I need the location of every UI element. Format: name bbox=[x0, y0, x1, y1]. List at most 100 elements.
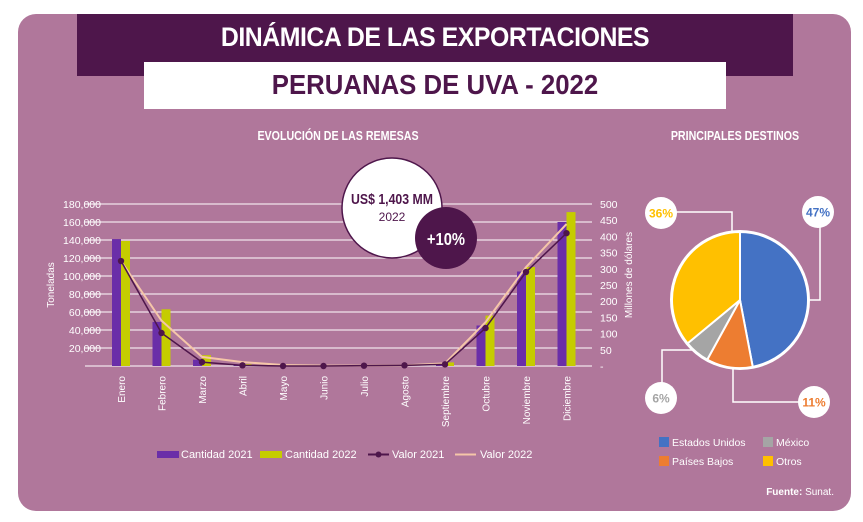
bar-cantidad-2022 bbox=[121, 240, 130, 366]
line-valor-2021 bbox=[120, 232, 568, 367]
point-valor-2021 bbox=[401, 362, 408, 369]
bar-cantidad-2022 bbox=[445, 362, 454, 366]
y-tick-label: 20,000 bbox=[69, 343, 101, 355]
pie-legend-label-otros: Otros bbox=[776, 456, 802, 468]
pie-label-bubble-méxico bbox=[645, 382, 677, 414]
bar-cantidad-2021 bbox=[112, 239, 121, 366]
pie-label-bubble-estados-unidos bbox=[802, 196, 834, 228]
pie-label-méxico: 6% bbox=[652, 392, 670, 406]
x-tick-label: Abril bbox=[239, 376, 250, 396]
subtitle-box bbox=[144, 62, 726, 109]
bar-cantidad-2022 bbox=[161, 309, 171, 366]
connector-mexico bbox=[661, 349, 693, 396]
x-tick-label: Julio bbox=[360, 376, 371, 397]
legend-label-cantidad-2022: Cantidad 2022 bbox=[285, 449, 357, 461]
pie-label-bubble-otros bbox=[645, 197, 677, 229]
point-valor-2021 bbox=[563, 229, 570, 237]
pie-legend-swatch-mexico bbox=[763, 437, 773, 447]
point-valor-2021 bbox=[279, 362, 287, 370]
legend-swatch-cantidad-2021 bbox=[157, 451, 179, 458]
total-value-year: 2022 bbox=[379, 210, 406, 224]
page-title: DINÁMICA DE LAS EXPORTACIONES bbox=[220, 22, 650, 52]
pie-slice-estados-unidos bbox=[739, 230, 810, 368]
x-tick-label: Febrero bbox=[158, 376, 169, 411]
bar-cantidad-2022 bbox=[485, 315, 495, 366]
legend-marker-valor-2021 bbox=[375, 451, 382, 458]
bar-cantidad-2022 bbox=[526, 267, 535, 366]
y2-tick-label: 50 bbox=[600, 345, 612, 357]
connector-otros bbox=[661, 211, 733, 232]
pie-legend-swatch-estados-unidos bbox=[659, 437, 669, 447]
source-note: Fuente: Sunat. bbox=[766, 487, 834, 498]
total-value-amount: US$ 1,403 MM bbox=[351, 191, 433, 207]
y2-tick-label: 450 bbox=[600, 215, 618, 227]
y2-tick-label: 500 bbox=[600, 199, 618, 211]
y2-tick-label: - bbox=[600, 361, 604, 373]
point-valor-2021 bbox=[117, 257, 125, 265]
legend-label-valor-2021: Valor 2021 bbox=[392, 449, 444, 461]
y2-tick-label: 300 bbox=[600, 264, 618, 276]
y2-tick-label: 250 bbox=[600, 280, 618, 292]
pie-legend-swatch-paises-bajos bbox=[659, 456, 669, 466]
y2-axis-label: Millones de dólares bbox=[624, 232, 635, 318]
x-tick-label: Diciembre bbox=[563, 376, 574, 421]
bar-cantidad-2021 bbox=[193, 359, 202, 366]
growth-value: +10% bbox=[427, 230, 465, 250]
bar-cantidad-2021 bbox=[476, 325, 486, 366]
pie-legend-label-paises-bajos: Países Bajos bbox=[672, 456, 733, 468]
bar-chart-title: EVOLUCIÓN DE LAS REMESAS bbox=[257, 128, 419, 143]
bar-cantidad-2022 bbox=[566, 212, 576, 366]
y-tick-label: 100,000 bbox=[63, 271, 101, 283]
source-value: Sunat. bbox=[805, 487, 834, 498]
y-tick-label: 80,000 bbox=[69, 289, 101, 301]
pie-label-estados-unidos: 47% bbox=[806, 206, 830, 220]
point-valor-2021 bbox=[158, 329, 165, 337]
y-tick-label: 160,000 bbox=[63, 217, 101, 229]
y-axis-label: Toneladas bbox=[46, 262, 57, 308]
legend-label-valor-2022: Valor 2022 bbox=[480, 449, 532, 461]
y-tick-label: 40,000 bbox=[69, 325, 101, 337]
connector-paises-bajos bbox=[732, 366, 812, 403]
y-tick-label: 180,000 bbox=[63, 199, 101, 211]
point-valor-2021 bbox=[320, 362, 327, 370]
x-tick-label: Septiembre bbox=[441, 376, 452, 428]
point-valor-2021 bbox=[239, 362, 246, 369]
bar-cantidad-2021 bbox=[557, 222, 567, 366]
pie-legend-label-estados-unidos: Estados Unidos bbox=[672, 437, 746, 449]
y2-tick-label: 400 bbox=[600, 231, 618, 243]
x-tick-label: Mayo bbox=[279, 376, 290, 401]
bar-cantidad-2021 bbox=[152, 321, 162, 366]
point-valor-2021 bbox=[441, 361, 449, 368]
x-tick-label: Junio bbox=[320, 376, 331, 400]
pie-chart-title: PRINCIPALES DESTINOS bbox=[670, 128, 800, 143]
y2-tick-label: 100 bbox=[600, 329, 618, 341]
pie-legend-label-mexico: México bbox=[776, 437, 809, 449]
x-tick-label: Octubre bbox=[482, 376, 493, 412]
y-tick-label: 60,000 bbox=[69, 307, 101, 319]
connector-estados-unidos bbox=[808, 212, 821, 301]
point-valor-2021 bbox=[522, 268, 530, 276]
bar-cantidad-2021 bbox=[436, 365, 445, 366]
point-valor-2021 bbox=[360, 362, 368, 369]
growth-circle bbox=[415, 207, 477, 269]
pie-slice-otros bbox=[671, 230, 741, 345]
pie-label-otros: 36% bbox=[649, 207, 673, 221]
legend-swatch-cantidad-2022 bbox=[260, 451, 282, 458]
y2-tick-label: 350 bbox=[600, 248, 618, 260]
point-valor-2021 bbox=[482, 324, 489, 332]
x-tick-label: Enero bbox=[117, 376, 128, 403]
page-subtitle: PERUANAS DE UVA - 2022 bbox=[271, 69, 599, 100]
pie-legend-swatch-otros bbox=[763, 456, 773, 466]
y-tick-label: 140,000 bbox=[63, 235, 101, 247]
y2-tick-label: 200 bbox=[600, 296, 618, 308]
pie-label-países-bajos: 11% bbox=[802, 396, 826, 410]
legend-label-cantidad-2021: Cantidad 2021 bbox=[181, 449, 253, 461]
source-label: Fuente: bbox=[766, 487, 803, 498]
x-tick-label: Marzo bbox=[198, 376, 209, 404]
bar-cantidad-2022 bbox=[202, 355, 211, 366]
x-tick-label: Agosto bbox=[401, 376, 412, 408]
y-tick-label: 120,000 bbox=[63, 253, 101, 265]
bar-cantidad-2021 bbox=[517, 271, 526, 366]
pie-label-bubble-países-bajos bbox=[798, 386, 830, 418]
